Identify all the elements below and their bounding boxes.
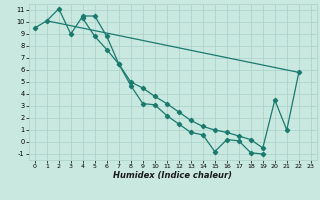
X-axis label: Humidex (Indice chaleur): Humidex (Indice chaleur): [113, 171, 232, 180]
